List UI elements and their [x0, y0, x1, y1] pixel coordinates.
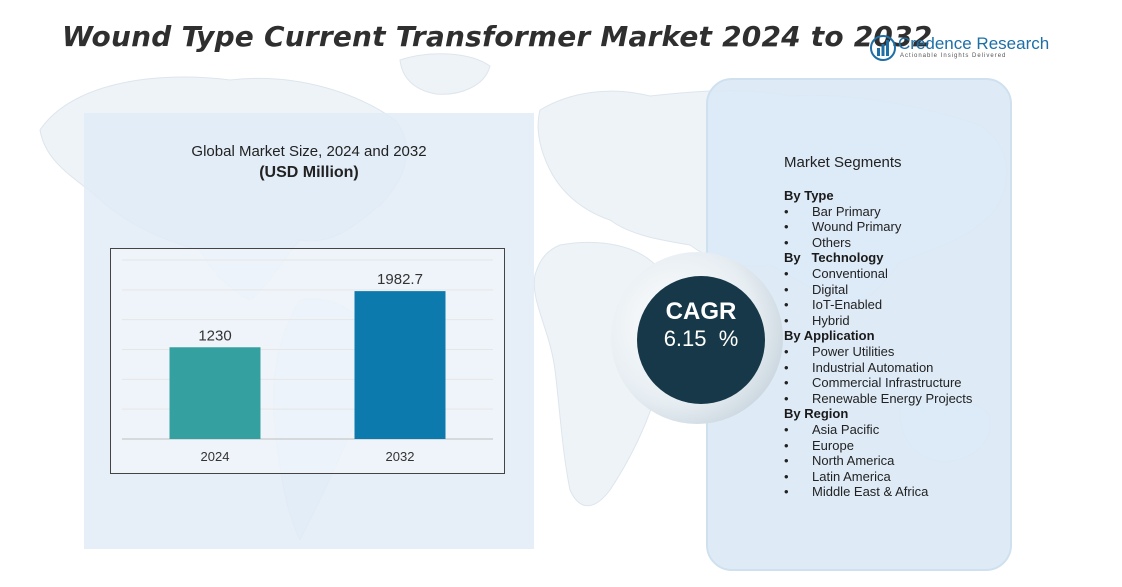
bullet-icon: • — [784, 421, 789, 437]
chart-subtitle: Global Market Size, 2024 and 2032 — [191, 143, 427, 160]
segment-item-label: Europe — [812, 437, 854, 453]
segment-item: • Others — [784, 235, 1014, 251]
segment-item: • IoT-Enabled — [784, 297, 1014, 313]
chart-labels: 1230 2024 1982.7 2032 — [198, 271, 423, 464]
bullet-icon: • — [784, 312, 789, 328]
logo-tagline: Actionable Insights Delivered — [900, 53, 1007, 59]
market-size-panel: Global Market Size, 2024 and 2032 (USD M… — [84, 113, 534, 549]
bar-chart-logo-icon — [870, 35, 896, 61]
data-label-2032: 1982.7 — [377, 271, 423, 288]
segment-group-title: By Type — [784, 188, 834, 203]
bullet-icon: • — [784, 343, 789, 359]
bar-2032 — [354, 291, 446, 439]
segment-item: • Bar Primary — [784, 204, 1014, 220]
segment-item-label: Commercial Infrastructure — [812, 375, 962, 391]
logo-name: Credence Research — [898, 34, 1050, 53]
cagr-label: CAGR — [665, 298, 737, 325]
page-title: Wound Type Current Transformer Market 20… — [62, 20, 933, 53]
segment-item-label: Renewable Energy Projects — [812, 390, 973, 406]
segment-item: • Power Utilities — [784, 344, 1014, 360]
segment-item: • Hybrid — [784, 313, 1014, 329]
segment-item: • North America — [784, 453, 1014, 469]
segment-item: • Industrial Automation — [784, 360, 1014, 376]
segment-item: • Middle East & Africa — [784, 484, 1014, 500]
tick-label-2032: 2032 — [386, 449, 415, 464]
segment-item: • Wound Primary — [784, 219, 1014, 235]
bullet-icon: • — [784, 219, 789, 235]
bullet-icon: • — [784, 234, 789, 250]
tick-label-2024: 2024 — [201, 449, 230, 464]
bullet-icon: • — [784, 437, 789, 453]
bullet-icon: • — [784, 359, 789, 375]
segment-item-label: Industrial Automation — [812, 359, 934, 375]
segment-item-label: Bar Primary — [812, 203, 881, 219]
segment-item: • Latin America — [784, 469, 1014, 485]
bullet-icon: • — [784, 297, 789, 313]
segment-group-title: By Region — [784, 406, 849, 422]
data-label-2024: 1230 — [198, 327, 231, 344]
segment-item-label: IoT-Enabled — [812, 297, 883, 313]
segment-item: • Commercial Infrastructure — [784, 375, 1014, 391]
segments-heading: Market Segments — [784, 154, 902, 171]
bullet-icon: • — [784, 203, 789, 219]
bullet-icon: • — [784, 453, 789, 469]
segment-group-title: By Technology — [784, 250, 884, 266]
bullet-icon: • — [784, 468, 789, 484]
segment-group-title: By Application — [784, 328, 875, 344]
chart-bars — [169, 291, 446, 439]
segment-item-label: Hybrid — [812, 312, 850, 328]
segments-list: By Type • Bar Primary • Wound Primary • Others… — [784, 188, 1014, 500]
segment-item-label: Middle East & Africa — [812, 484, 929, 500]
segment-item: • Asia Pacific — [784, 422, 1014, 438]
cagr-badge: CAGR 6.15 % — [637, 276, 765, 404]
brand-logo[interactable]: Credence Research Actionable Insights De… — [870, 32, 1050, 64]
bullet-icon: • — [784, 484, 789, 500]
segment-item-label: Digital — [812, 281, 849, 297]
segment-item: • Europe — [784, 438, 1014, 454]
segment-item-label: Asia Pacific — [812, 421, 880, 437]
segment-item: • Digital — [784, 282, 1014, 298]
segment-item-label: Wound Primary — [812, 219, 902, 235]
market-size-bar-chart: 1230 2024 1982.7 2032 — [110, 248, 505, 474]
segment-item-label: North America — [812, 453, 895, 469]
chart-unit: (USD Million) — [259, 164, 359, 181]
bullet-icon: • — [784, 281, 789, 297]
segment-item-label: Others — [812, 234, 852, 250]
segment-item: • Renewable Energy Projects — [784, 391, 1014, 407]
bullet-icon: • — [784, 375, 789, 391]
bullet-icon: • — [784, 390, 789, 406]
segment-item-label: Power Utilities — [812, 343, 895, 359]
segment-item: • Conventional — [784, 266, 1014, 282]
segment-item-label: Latin America — [812, 468, 891, 484]
cagr-value: 6.15 % — [663, 326, 739, 351]
segment-item-label: Conventional — [812, 265, 888, 281]
bar-2024 — [169, 347, 261, 439]
bullet-icon: • — [784, 265, 789, 281]
